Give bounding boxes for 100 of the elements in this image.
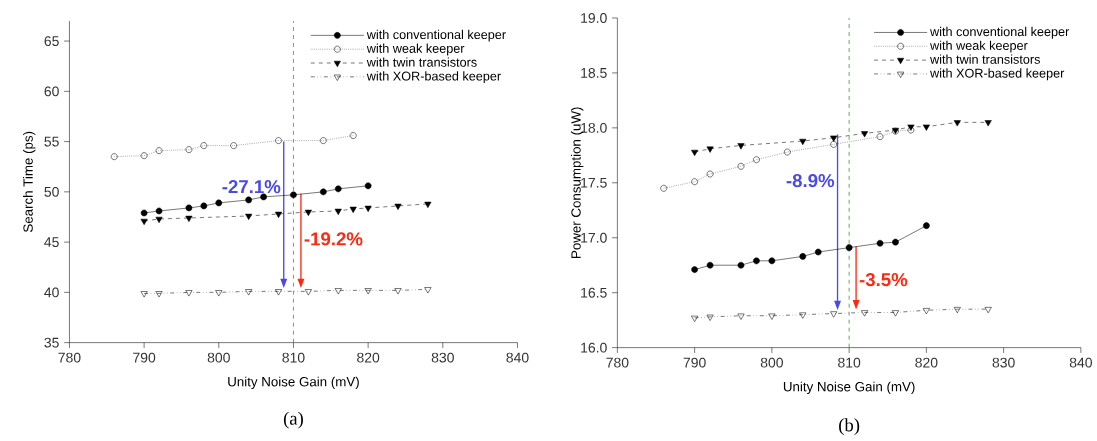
point xyxy=(799,139,807,146)
point xyxy=(953,307,961,314)
point xyxy=(737,163,745,170)
point xyxy=(706,146,714,153)
x-tick-label: 810 xyxy=(838,357,861,368)
point xyxy=(830,141,838,148)
point xyxy=(861,131,869,138)
legend-label: with XOR-based keeper xyxy=(366,71,501,84)
y-tick-label: 65 xyxy=(44,36,59,47)
point xyxy=(814,248,822,256)
text: (a) xyxy=(283,411,303,429)
text: (b) xyxy=(839,418,860,436)
x-tick-label: 840 xyxy=(1069,357,1092,368)
point xyxy=(275,137,282,145)
y-tick-label: 60 xyxy=(44,86,59,97)
point xyxy=(891,310,899,317)
point xyxy=(275,289,283,296)
point xyxy=(140,219,148,226)
y-tick-label: 19.0 xyxy=(581,13,607,24)
point xyxy=(706,170,714,178)
legend-label: with twin transistors xyxy=(930,54,1040,65)
annotation: -8.9% xyxy=(786,174,835,188)
point xyxy=(737,143,745,150)
legend-label: with conventional keeper xyxy=(366,30,506,42)
point xyxy=(424,287,432,294)
point xyxy=(185,204,193,212)
point xyxy=(200,142,208,150)
annotation: -3.5% xyxy=(859,273,908,287)
x-tick-label: 780 xyxy=(58,352,81,363)
y-tick-label: 40 xyxy=(44,287,59,298)
point xyxy=(861,310,869,317)
point xyxy=(245,214,253,221)
point xyxy=(319,137,327,145)
point xyxy=(830,135,838,142)
y-axis-title: Search Time (ps) xyxy=(23,132,36,233)
point xyxy=(290,191,297,199)
y-tick-label: 18.5 xyxy=(581,68,607,79)
x-tick-label: 800 xyxy=(207,352,230,363)
point xyxy=(155,207,163,215)
point xyxy=(334,185,342,193)
point xyxy=(706,262,714,269)
x-axis-title: Unity Noise Gain (mV) xyxy=(228,376,359,390)
point xyxy=(753,257,760,265)
point xyxy=(349,132,357,140)
x-tick-label: 810 xyxy=(282,352,305,363)
y-tick-label: 35 xyxy=(44,337,59,348)
legend-label: with conventional keeper xyxy=(930,27,1070,39)
x-tick-label: 790 xyxy=(683,357,706,368)
point xyxy=(230,142,238,150)
point xyxy=(691,150,699,157)
point xyxy=(845,244,853,252)
point xyxy=(245,289,253,296)
point xyxy=(364,206,372,213)
legend-label: with twin transistors xyxy=(366,57,477,67)
point xyxy=(334,209,342,216)
point xyxy=(892,239,899,246)
x-tick-label: 780 xyxy=(606,357,629,368)
point xyxy=(876,240,884,247)
annotation: -19.2% xyxy=(304,232,363,246)
point xyxy=(215,199,223,207)
point xyxy=(830,311,838,318)
point xyxy=(140,209,148,217)
x-axis-title: Unity Noise Gain (mV) xyxy=(783,381,915,395)
annotation: -27.1% xyxy=(222,180,281,194)
y-tick-label: 16.5 xyxy=(581,287,607,298)
point xyxy=(155,147,163,155)
legend-label: with weak keeper xyxy=(366,43,465,56)
point xyxy=(922,124,930,131)
point xyxy=(922,308,930,315)
point xyxy=(691,316,699,323)
x-tick-label: 790 xyxy=(133,352,156,363)
point xyxy=(110,153,118,161)
point xyxy=(304,289,312,296)
point xyxy=(799,253,807,260)
x-tick-label: 800 xyxy=(760,357,783,368)
point xyxy=(185,290,193,297)
point xyxy=(691,266,698,274)
x-tick-label: 830 xyxy=(992,357,1015,368)
point xyxy=(200,202,208,210)
x-tick-label: 820 xyxy=(915,357,938,368)
point xyxy=(394,204,402,211)
legend-label: with XOR-based keeper xyxy=(930,68,1065,81)
point xyxy=(691,178,698,186)
point xyxy=(319,188,327,196)
y-tick-label: 55 xyxy=(44,136,59,147)
point xyxy=(140,291,148,298)
point xyxy=(876,133,884,141)
y-tick-label: 45 xyxy=(44,237,59,248)
point xyxy=(185,216,193,223)
point xyxy=(706,314,714,322)
point xyxy=(185,146,193,154)
point xyxy=(984,120,992,127)
legend-label: with weak keeper xyxy=(930,40,1028,53)
point xyxy=(923,222,930,230)
point xyxy=(304,210,312,217)
point xyxy=(349,207,357,214)
point xyxy=(275,212,283,219)
point xyxy=(953,120,961,127)
point xyxy=(799,312,807,319)
point xyxy=(364,288,372,295)
